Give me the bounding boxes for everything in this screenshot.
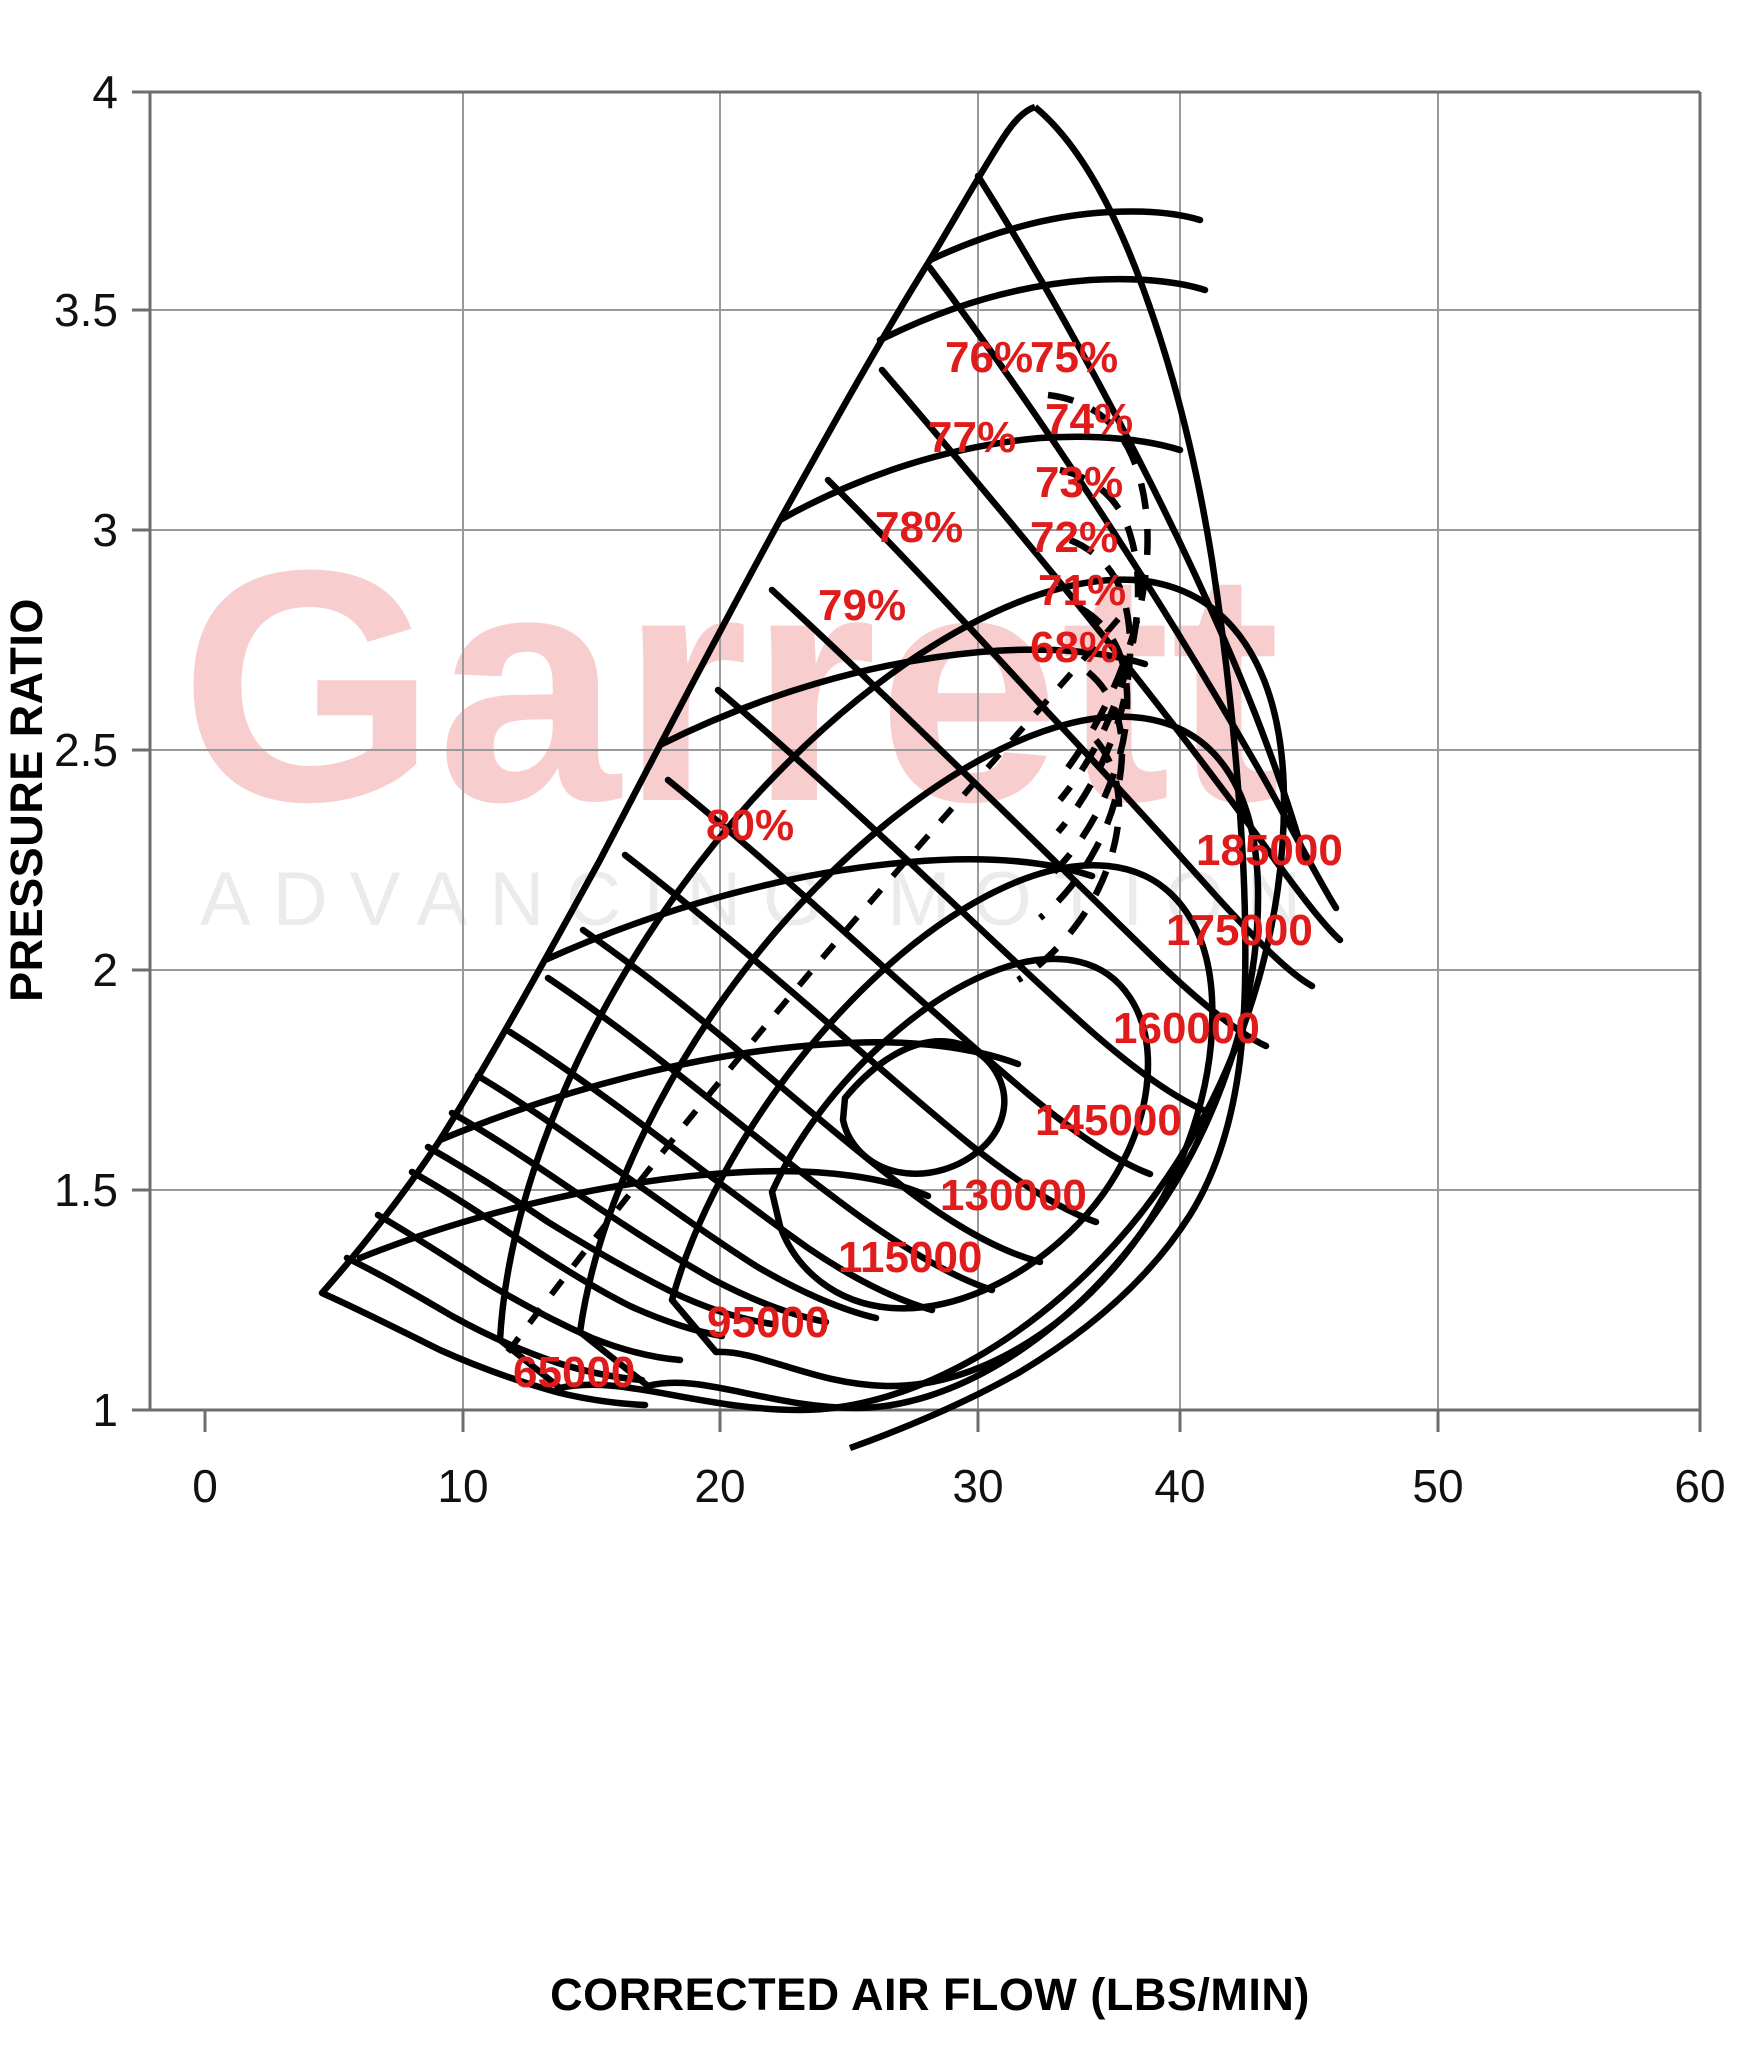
- efficiency-island-80: [839, 1038, 1008, 1177]
- efficiency-island-71: [1037, 669, 1126, 921]
- speed-label-95000: 95000: [707, 1298, 829, 1347]
- efficiency-island-68: [1016, 737, 1123, 983]
- efficiency-label-73: 73%: [1035, 458, 1123, 507]
- x-tick-label: 0: [192, 1460, 218, 1512]
- map-curves: [318, 103, 1344, 1452]
- efficiency-labels: 76% 75% 74% 77% 73% 78% 72% 71% 68% 79% …: [706, 333, 1133, 850]
- speed-line-137000: [621, 851, 1100, 1226]
- x-tick-labels: 0 10 20 30 40 50 60: [192, 1460, 1725, 1512]
- watermark-group: Garrett ADVANCING MOTION: [180, 501, 1323, 942]
- x-tickmarks: [203, 1410, 1702, 1432]
- y-axis-title: PRESSURE RATIO: [1, 598, 52, 1002]
- y-tick-label: 2: [92, 944, 118, 996]
- efficiency-label-68: 68%: [1030, 623, 1118, 672]
- x-tick-label: 50: [1412, 1460, 1463, 1512]
- y-tickmarks: [132, 90, 150, 1412]
- x-axis-title: CORRECTED AIR FLOW (LBS/MIN): [550, 1969, 1310, 2020]
- x-tick-label: 10: [437, 1460, 488, 1512]
- speed-line-65000: [318, 1289, 649, 1409]
- efficiency-island-74: [1057, 466, 1142, 803]
- speed-arc-low-2: [356, 1167, 932, 1262]
- x-tick-label: 20: [694, 1460, 745, 1512]
- speed-line-152000: [714, 686, 1212, 1116]
- y-tick-label: 1.5: [54, 1164, 118, 1216]
- speed-label-145000: 145000: [1035, 1096, 1182, 1145]
- efficiency-island-78: [668, 861, 1216, 1390]
- y-tick-label: 1: [92, 1384, 118, 1436]
- speed-label-175000: 175000: [1166, 906, 1313, 955]
- x-tick-label: 40: [1154, 1460, 1205, 1512]
- speed-arc-upper-2: [876, 275, 1209, 344]
- watermark-brand: Garrett: [180, 501, 1280, 870]
- efficiency-label-75: 75%: [1030, 333, 1118, 382]
- efficiency-label-74: 74%: [1045, 395, 1133, 444]
- speed-label-130000: 130000: [940, 1171, 1087, 1220]
- y-tick-label: 3: [92, 504, 118, 556]
- speed-label-160000: 160000: [1113, 1004, 1260, 1053]
- choke-line: [848, 104, 1249, 1452]
- speed-line-80000: [374, 1211, 684, 1364]
- speed-line-115000: [506, 1028, 936, 1314]
- speed-label-115000: 115000: [838, 1233, 982, 1282]
- efficiency-label-76: 76%: [945, 333, 1033, 382]
- speed-line-122000: [544, 974, 996, 1294]
- speed-line-95000: [424, 1143, 776, 1328]
- peak-efficiency-line: [505, 606, 1131, 1354]
- x-tick-label: 30: [952, 1460, 1003, 1512]
- watermark-tagline: ADVANCING MOTION: [200, 857, 1323, 942]
- efficiency-island-72: [1051, 605, 1131, 875]
- y-tick-label: 3.5: [54, 284, 118, 336]
- speed-line-185000: [974, 172, 1308, 862]
- speed-line-175000: [878, 366, 1344, 944]
- efficiency-island-73: [1055, 536, 1134, 835]
- efficiency-island-76: [496, 576, 1288, 1414]
- speed-line-130000: [579, 926, 1044, 1266]
- y-tick-label: 2.5: [54, 724, 118, 776]
- speed-line-160000: [768, 586, 1270, 1050]
- efficiency-label-79: 79%: [818, 581, 906, 630]
- y-tick-labels: 4 3.5 3 2.5 2 1.5 1: [54, 66, 118, 1436]
- efficiency-island-77: [576, 713, 1262, 1412]
- speed-arc-upper-1: [926, 208, 1204, 264]
- speed-line-108000: [474, 1072, 880, 1322]
- speed-labels: 185000 175000 160000 145000 130000 11500…: [513, 826, 1343, 1397]
- grid-lines: [150, 92, 1700, 1410]
- efficiency-label-72: 72%: [1030, 513, 1118, 562]
- y-tick-label: 4: [92, 66, 118, 118]
- efficiency-label-77: 77%: [928, 413, 1016, 462]
- speed-label-185000: 185000: [1196, 826, 1343, 875]
- efficiency-island-75: [1047, 391, 1151, 781]
- efficiency-island-79: [768, 955, 1152, 1312]
- x-tick-label: 60: [1674, 1460, 1725, 1512]
- speed-line-88000: [408, 1168, 726, 1340]
- speed-arc-upper-3: [776, 433, 1184, 524]
- efficiency-label-78: 78%: [875, 503, 963, 552]
- speed-label-65000: 65000: [513, 1348, 635, 1397]
- speed-arc-low-1: [436, 1038, 1022, 1144]
- efficiency-label-80: 80%: [706, 801, 794, 850]
- speed-line-102000: [448, 1109, 830, 1326]
- speed-arc-mid-2: [541, 856, 1096, 964]
- efficiency-label-71: 71%: [1038, 566, 1126, 615]
